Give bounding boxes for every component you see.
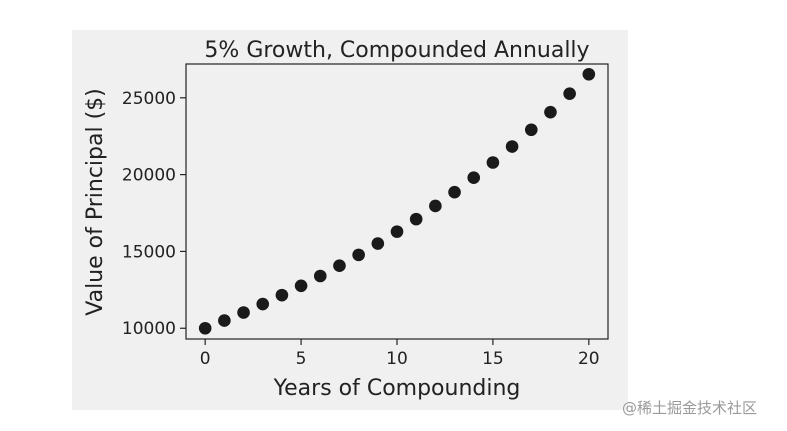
- plot-area: [185, 63, 609, 340]
- data-point: [275, 288, 289, 302]
- x-axis-label: Years of Compounding: [273, 376, 521, 401]
- watermark: @稀土掘金技术社区: [622, 399, 758, 417]
- data-points: [198, 67, 596, 335]
- data-point: [333, 259, 346, 273]
- y-tick-label: 15000: [122, 242, 176, 262]
- y-tick-label: 20000: [122, 166, 176, 186]
- y-axis-label: Value of Principal ($): [83, 88, 108, 316]
- x-tick-label: 15: [482, 349, 504, 369]
- x-tick-label: 0: [200, 349, 211, 369]
- data-point: [563, 87, 576, 100]
- data-point: [390, 225, 404, 238]
- data-point: [544, 105, 557, 119]
- data-point: [524, 123, 538, 137]
- data-point: [582, 67, 596, 81]
- data-point: [429, 199, 442, 213]
- data-point: [294, 279, 308, 293]
- data-point: [448, 185, 461, 199]
- data-point: [218, 314, 231, 327]
- data-point: [313, 269, 327, 283]
- x-tick-label: 10: [386, 349, 408, 369]
- x-tick-label: 5: [296, 349, 307, 369]
- y-tick-label: 25000: [122, 89, 176, 109]
- data-point: [467, 171, 481, 185]
- data-point: [256, 297, 270, 311]
- x-axis-ticks: 0 5 10 15 20: [200, 339, 600, 369]
- chart-title: 5% Growth, Compounded Annually: [204, 38, 589, 63]
- x-tick-label: 20: [578, 349, 600, 369]
- y-axis-ticks: 10000 15000 20000 25000: [122, 89, 186, 339]
- data-point: [352, 248, 365, 262]
- data-point: [237, 306, 250, 319]
- data-point: [486, 156, 500, 169]
- y-tick-label: 10000: [122, 319, 176, 339]
- data-point: [409, 212, 423, 226]
- data-point: [198, 321, 212, 335]
- data-point: [371, 237, 385, 250]
- data-point: [505, 140, 519, 153]
